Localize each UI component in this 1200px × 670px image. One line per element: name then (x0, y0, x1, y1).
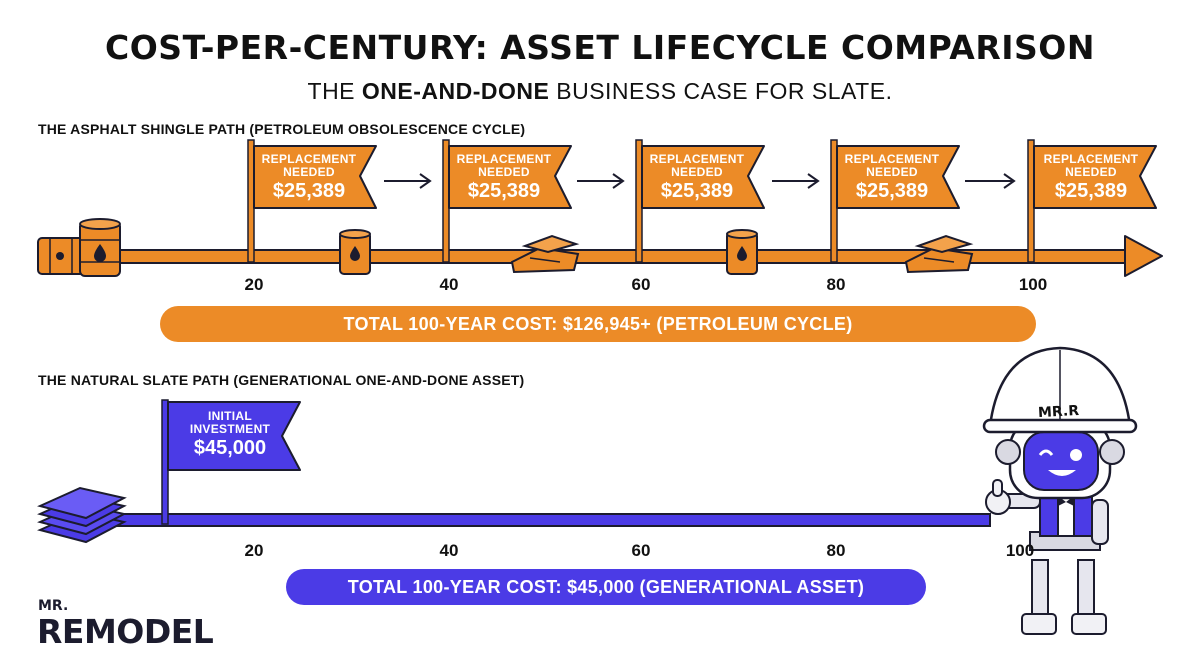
replacement-flag (1027, 139, 1157, 263)
oil-barrel-icon (726, 229, 758, 275)
flag-line2: NEEDED (671, 164, 723, 179)
asphalt-flags (247, 139, 1157, 263)
flag-line1: REPLACEMENT (1043, 152, 1139, 166)
asphalt-flag-label: REPLACEMENT NEEDED $25,389 (839, 153, 945, 202)
asphalt-flag-label: REPLACEMENT NEEDED $25,389 (451, 153, 557, 202)
asphalt-tick: 20 (244, 275, 264, 294)
flag-amount: $25,389 (272, 180, 346, 203)
slate-flag-label: INITIAL INVESTMENT $45,000 (176, 410, 284, 459)
slate-tick: 20 (244, 541, 264, 560)
flag-amount: $25,389 (855, 180, 929, 203)
oil-barrel-icon (37, 237, 85, 275)
flag-amount: $25,389 (1054, 180, 1128, 203)
oil-barrel-icon (79, 218, 121, 277)
asphalt-flag-label: REPLACEMENT NEEDED $25,389 (1038, 153, 1144, 202)
flag-amount: $45,000 (193, 437, 267, 460)
slate-flag (161, 399, 301, 525)
mascot-helmet-label: MR.R (1037, 402, 1080, 422)
flag-line1: INITIAL (207, 409, 253, 423)
flag-line2: NEEDED (866, 164, 918, 179)
subtitle-bold: ONE-AND-DONE (361, 78, 550, 104)
oil-barrel-icon (339, 229, 371, 275)
subtitle-post: BUSINESS CASE FOR SLATE. (549, 78, 893, 104)
subtitle-pre: THE (307, 78, 362, 104)
flag-line1: REPLACEMENT (844, 152, 940, 166)
slate-timeline-line (109, 513, 991, 527)
flag-line2: NEEDED (478, 164, 530, 179)
slate-tick: 60 (631, 541, 651, 560)
replacement-flag (830, 139, 960, 263)
asphalt-tick: 40 (439, 275, 459, 294)
page-subtitle: THE ONE-AND-DONE BUSINESS CASE FOR SLATE… (0, 78, 1200, 105)
asphalt-tick: 60 (631, 275, 651, 294)
replacement-flag (247, 139, 377, 263)
replacement-flag (442, 139, 572, 263)
arrow-icon (772, 173, 820, 189)
flag-line2: INVESTMENT (189, 421, 271, 436)
robot-mascot-icon (982, 346, 1138, 635)
arrow-icon (965, 173, 1016, 189)
asphalt-total-banner: TOTAL 100-YEAR COST: $126,945+ (PETROLEU… (160, 306, 1036, 342)
slate-path-label: THE NATURAL SLATE PATH (GENERATIONAL ONE… (38, 372, 525, 388)
logo-wordmark: REMODEL (37, 612, 214, 651)
flag-amount: $25,389 (660, 180, 734, 203)
broken-shingles-icon (904, 234, 974, 274)
flag-line2: NEEDED (283, 164, 335, 179)
replacement-flag (635, 139, 765, 263)
arrow-icon (577, 173, 625, 189)
flag-amount: $25,389 (467, 180, 541, 203)
broken-shingles-icon (510, 234, 580, 274)
flag-arrows (384, 173, 1016, 189)
asphalt-timeline-arrow (39, 235, 1163, 277)
asphalt-tick: 80 (826, 275, 846, 294)
asphalt-tick: 100 (1018, 275, 1048, 294)
page-title: COST-PER-CENTURY: ASSET LIFECYCLE COMPAR… (105, 28, 1095, 67)
flag-line2: NEEDED (1065, 164, 1117, 179)
asphalt-flag-label: REPLACEMENT NEEDED $25,389 (256, 153, 362, 202)
slate-tick: 80 (826, 541, 846, 560)
flag-line1: REPLACEMENT (261, 152, 357, 166)
asphalt-flag-label: REPLACEMENT NEEDED $25,389 (644, 153, 750, 202)
flag-line1: REPLACEMENT (649, 152, 745, 166)
arrow-icon (384, 173, 432, 189)
asphalt-path-label: THE ASPHALT SHINGLE PATH (PETROLEUM OBSO… (38, 121, 526, 137)
logo-top-text: MR. (38, 598, 69, 614)
flag-line1: REPLACEMENT (456, 152, 552, 166)
slate-tick: 40 (439, 541, 459, 560)
slate-tick: 100 (1005, 541, 1035, 560)
slate-stack-icon (37, 486, 127, 544)
slate-total-banner: TOTAL 100-YEAR COST: $45,000 (GENERATION… (286, 569, 926, 605)
